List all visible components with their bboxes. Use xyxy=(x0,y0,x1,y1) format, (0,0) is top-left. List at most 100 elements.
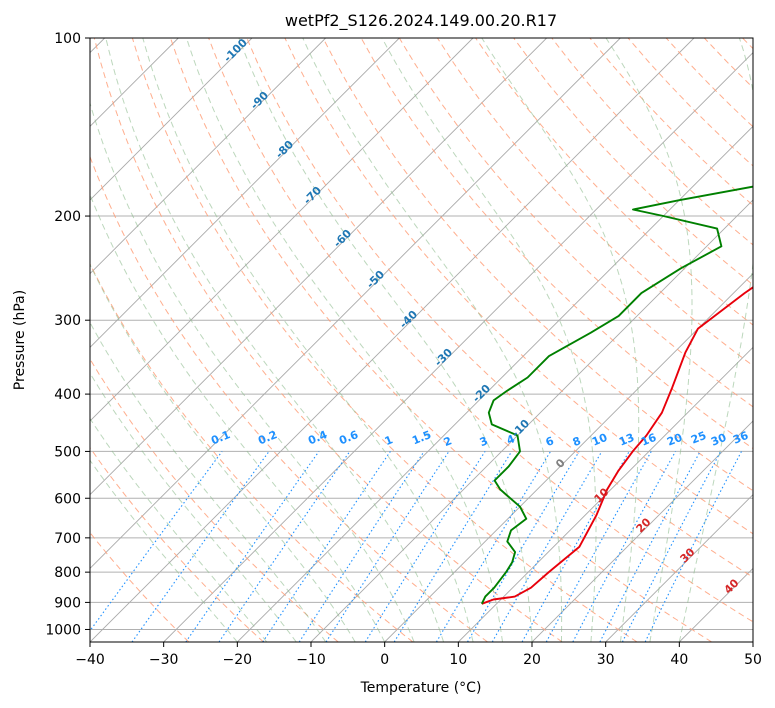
y-axis-label: Pressure (hPa) xyxy=(12,290,28,390)
moist-adiabat-line xyxy=(90,101,415,642)
mixing-ratio-label: 0.6 xyxy=(337,428,360,447)
dry-adiabat-line xyxy=(170,38,712,642)
moist-adiabat-line xyxy=(381,38,597,642)
y-tick-label: 1000 xyxy=(45,622,81,638)
annotation-labels: 0.1 0.2 0.4 0.6 1 1.5 2 3 4 6 8 10 13 16 20 25 30 36-100-… xyxy=(209,36,750,597)
dry-adiabat-line xyxy=(208,38,753,623)
mixing-ratio-line xyxy=(131,451,270,642)
mixing-ratio-line xyxy=(572,451,676,642)
chart-title: wetPf2_S126.2024.149.00.20.R17 xyxy=(285,11,557,31)
mixing-ratio-label: 8 xyxy=(571,434,583,449)
isotherm-line xyxy=(90,38,400,348)
moist-adiabat-line xyxy=(678,38,753,642)
y-tick-label: 200 xyxy=(54,209,81,225)
dry-adiabat-line xyxy=(436,38,753,367)
moist-adiabat-line xyxy=(90,459,238,642)
mixing-ratio-line xyxy=(364,451,486,642)
isotherm-line xyxy=(90,38,695,642)
dry-adiabat-line xyxy=(284,38,753,535)
mixing-ratio-line xyxy=(90,451,223,632)
mixing-ratio-line xyxy=(298,451,425,642)
isotherm-line xyxy=(90,38,547,496)
mixing-ratio-label: 1.5 xyxy=(410,428,433,447)
isotherm-line xyxy=(90,38,474,422)
dry-adiabat-line xyxy=(322,38,753,492)
isotherm-label: -80 xyxy=(273,138,296,161)
x-tick-label: 20 xyxy=(523,652,541,668)
isotherm-line xyxy=(90,38,253,201)
mixing-ratio-line xyxy=(185,451,320,642)
isotherm-line xyxy=(237,125,753,642)
y-tick-label: 900 xyxy=(54,595,81,611)
mixing-ratio-label: 0.4 xyxy=(306,428,329,447)
mixing-ratio-label: 0.2 xyxy=(256,428,279,447)
isotherm-line xyxy=(384,273,753,642)
isotherm-label: -20 xyxy=(470,382,493,405)
plot-frame xyxy=(89,37,754,643)
mixing-ratio-line xyxy=(644,451,742,642)
mixing-ratio-line xyxy=(467,451,580,642)
isotherm-label: -60 xyxy=(331,227,354,250)
mixing-ratio-label: 36 xyxy=(731,429,750,447)
y-tick-label: 500 xyxy=(54,444,81,460)
isotherm-label: -40 xyxy=(397,308,420,331)
y-tick-label: 400 xyxy=(54,387,81,403)
moist-adiabat-line xyxy=(186,38,503,642)
mixing-ratio-label: 13 xyxy=(617,431,636,449)
moist-adiabat-line xyxy=(90,193,386,642)
y-tick-label: 100 xyxy=(54,31,81,47)
x-tick-label: −30 xyxy=(149,652,179,668)
mixing-ratio-line xyxy=(599,451,701,642)
mixing-ratio-line xyxy=(262,451,391,642)
mixing-ratio-line xyxy=(325,451,450,642)
x-tick-label: −20 xyxy=(223,652,253,668)
isotherm-label: -70 xyxy=(301,184,324,207)
isotherm-line xyxy=(531,420,753,642)
moist-adiabat-line xyxy=(105,38,445,642)
dry-adiabat-label: 40 xyxy=(722,576,742,596)
dry-adiabat-line xyxy=(93,38,563,642)
dry-adiabat-line xyxy=(90,446,264,642)
mixing-ratio-line xyxy=(393,451,513,642)
moist-adiabat-line xyxy=(90,372,297,642)
dry-adiabat-label: 20 xyxy=(634,515,654,535)
mixing-ratio-label: 10 xyxy=(590,431,609,449)
dry-adiabat-line xyxy=(551,38,753,246)
moist-adiabat-line xyxy=(90,417,268,642)
moist-adiabat-line xyxy=(605,38,693,642)
dry-adiabat-line xyxy=(90,358,339,642)
dry-adiabat-line xyxy=(475,38,753,326)
x-tick-label: −40 xyxy=(75,652,105,668)
mixing-ratio-label: 6 xyxy=(544,434,556,449)
mixing-ratio-label: 3 xyxy=(478,434,490,449)
moist-adiabat-line xyxy=(90,263,356,642)
y-tick-label: 800 xyxy=(54,565,81,581)
x-tick-label: 10 xyxy=(449,652,467,668)
isotherm-line xyxy=(752,641,753,642)
mixing-ratio-label: 2 xyxy=(442,434,454,449)
x-tick-label: −10 xyxy=(296,652,326,668)
isotherm-line xyxy=(458,346,753,642)
x-axis: −40 −30 −20 −10 0 10 20 30 40 50 xyxy=(75,642,762,668)
dry-adiabat-line xyxy=(246,38,753,578)
isotherm-line xyxy=(90,38,326,275)
y-tick-label: 600 xyxy=(54,491,81,507)
mixing-ratio-label: 1 xyxy=(383,433,395,448)
x-tick-label: 50 xyxy=(744,652,762,668)
mixing-ratio-label: 30 xyxy=(709,431,728,449)
y-tick-label: 700 xyxy=(54,531,81,547)
dry-adiabat-line xyxy=(703,38,753,89)
y-tick-label: 300 xyxy=(54,313,81,329)
dry-adiabat-line xyxy=(90,262,414,642)
x-axis-label: Temperature (°C) xyxy=(360,680,482,696)
x-tick-label: 40 xyxy=(670,652,688,668)
y-axis: 100 200 300 400 500 600 700 800 900 1000 xyxy=(45,31,90,638)
mixing-ratio-label: 0.1 xyxy=(209,428,232,447)
moist-adiabat-line xyxy=(90,321,327,642)
isotherm-line xyxy=(310,199,753,642)
dry-adiabat-line xyxy=(513,38,753,286)
mixing-ratio-line xyxy=(621,451,722,642)
isotherm-line xyxy=(163,52,753,642)
mixing-ratio-label: 16 xyxy=(639,431,658,449)
dewpoint-profile-line xyxy=(480,185,753,605)
